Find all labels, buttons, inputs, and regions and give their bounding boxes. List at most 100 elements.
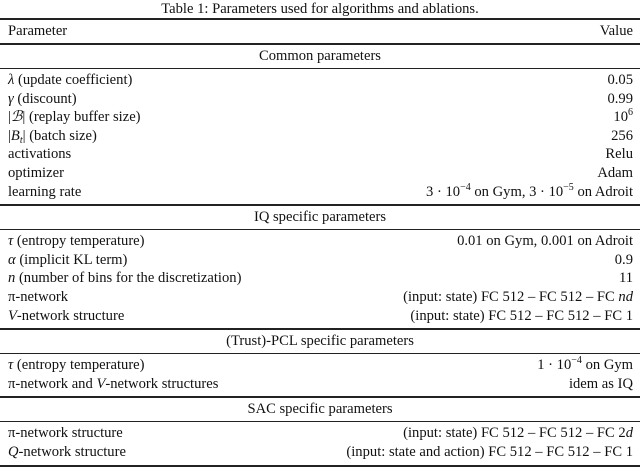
table-row: λ (update coefficient) 0.05 [0, 71, 640, 90]
parameter-cell: learning rate [8, 183, 81, 202]
text-segment: on Gym [581, 357, 633, 374]
text-segment: (input: state and action) FC 512 – FC 51… [346, 443, 633, 460]
top-rule [0, 18, 640, 20]
table-row: |ℬ| (replay buffer size) 106 [0, 108, 640, 127]
text-segment: learning rate [8, 183, 82, 200]
header-row: Parameter Value [0, 20, 640, 43]
parameter-cell: n (number of bins for the discretization… [8, 269, 241, 288]
text-segment: nd [618, 288, 633, 305]
section-rule [0, 328, 640, 331]
parameter-cell: π-network and V-network structures [8, 375, 218, 394]
value-cell: 11 [619, 269, 633, 288]
table-row: |Bt| (batch size) 256 [0, 127, 640, 146]
value-cell: Relu [605, 145, 633, 164]
text-segment: 6 [628, 107, 633, 119]
table-row: τ (entropy temperature) 1 · 10−4 on Gym [0, 356, 640, 375]
parameter-cell: λ (update coefficient) [8, 71, 132, 90]
text-segment: −4 [460, 181, 471, 193]
text-segment: (input: state) FC 512 – FC 512 – FC 2 [403, 425, 626, 442]
text-segment: (number of bins for the discretization) [15, 270, 242, 287]
table-body: Common parameters λ (update coefficient) 0… [0, 43, 640, 467]
text-segment: (entropy temperature) [13, 233, 145, 250]
text-segment: -network and [15, 375, 97, 392]
text-segment: -network structure [16, 307, 125, 324]
section-header: Common parameters [259, 48, 381, 64]
text-segment: (implicit KL term) [15, 251, 128, 268]
value-cell: 256 [611, 127, 633, 146]
value-cell: (input: state and action) FC 512 – FC 51… [346, 443, 633, 462]
text-segment: ℬ [10, 109, 23, 126]
text-segment: on Adroit [573, 183, 633, 200]
header-value: Value [599, 23, 633, 39]
table-row: n (number of bins for the discretization… [0, 269, 640, 288]
section-rule [0, 204, 640, 207]
text-segment: on Gym, 3 · 10 [470, 183, 564, 200]
text-segment: 3 · 10 [426, 183, 461, 200]
text-segment: B [10, 127, 20, 144]
value-cell: 3 · 10−4 on Gym, 3 · 10−5 on Adroit [426, 181, 633, 202]
text-segment: 1 · 10 [537, 357, 572, 374]
text-segment: optimizer [8, 164, 64, 181]
section-rule [0, 353, 640, 355]
value-cell: 106 [613, 108, 633, 127]
table-row: learning rate 3 · 10−4 on Gym, 3 · 10−5 o… [0, 181, 640, 202]
value-cell: (input: state) FC 512 – FC 512 – FC 1 [410, 307, 633, 326]
section-rule [0, 396, 640, 399]
section-rule [0, 229, 640, 231]
text-segment: d [625, 425, 633, 442]
value-cell: 0.01 on Gym, 0.001 on Adroit [457, 232, 633, 251]
section-rows: λ (update coefficient) 0.05 γ (discount) 0.… [0, 69, 640, 204]
text-segment: -network [15, 288, 69, 305]
value-cell: (input: state) FC 512 – FC 512 – FC 2d [403, 424, 633, 443]
section-rows: π-network structure (input: state) FC 512… [0, 422, 640, 464]
text-segment: 0.99 [607, 90, 633, 107]
parameter-cell: Q-network structure [8, 443, 126, 462]
text-segment: 0.01 on Gym, 0.001 on Adroit [457, 233, 633, 250]
parameter-cell: π-network [8, 288, 68, 307]
table-row: π-network and V-network structures idem a… [0, 375, 640, 394]
text-segment: t [19, 134, 23, 146]
text-segment: Adam [597, 164, 633, 181]
table-row: V-network structure (input: state) FC 512… [0, 307, 640, 326]
text-segment: activations [8, 146, 72, 163]
text-segment: 0.9 [614, 251, 633, 268]
text-segment: n [8, 270, 16, 287]
value-cell: 0.99 [607, 90, 633, 109]
parameter-cell: V-network structure [8, 307, 124, 326]
text-segment: 11 [618, 270, 633, 287]
text-segment: 0.05 [607, 72, 633, 88]
text-segment: (update coefficient) [14, 72, 133, 88]
text-segment: τ [8, 357, 14, 374]
parameter-cell: optimizer [8, 164, 64, 183]
parameter-cell: |Bt| (batch size) [8, 127, 97, 146]
text-segment: γ [8, 90, 14, 107]
parameter-cell: α (implicit KL term) [8, 251, 127, 270]
table-row: γ (discount) 0.99 [0, 90, 640, 109]
text-segment: π [8, 288, 16, 305]
text-segment: π [8, 375, 16, 392]
table-caption: Table 1: Parameters used for algorithms … [161, 1, 479, 17]
section-rows: τ (entropy temperature) 0.01 on Gym, 0.00… [0, 230, 640, 328]
text-segment: | [8, 109, 11, 126]
parameter-cell: τ (entropy temperature) [8, 232, 145, 251]
table-row: α (implicit KL term) 0.9 [0, 251, 640, 270]
section-rows: τ (entropy temperature) 1 · 10−4 on Gym π-… [0, 354, 640, 396]
text-segment: 10 [613, 109, 628, 126]
text-segment: V [8, 307, 17, 324]
section-rule [0, 43, 640, 45]
text-segment: -network structure [15, 425, 123, 442]
table-row: optimizer Adam [0, 164, 640, 183]
text-segment: V [96, 375, 106, 392]
text-segment: (input: state) FC 512 – FC 512 – FC [403, 288, 619, 305]
parameter-cell: π-network structure [8, 424, 123, 443]
text-segment: λ [8, 72, 15, 88]
text-segment: π [8, 425, 16, 442]
text-segment: | [8, 127, 11, 144]
text-segment: | (batch size) [22, 127, 97, 144]
text-segment: 256 [611, 127, 633, 144]
value-cell: idem as IQ [569, 375, 633, 394]
header-parameter: Parameter [8, 23, 68, 39]
text-segment: | (replay buffer size) [22, 109, 141, 126]
section-header: (Trust)-PCL specific parameters [226, 333, 414, 350]
value-cell: 1 · 10−4 on Gym [537, 356, 633, 375]
